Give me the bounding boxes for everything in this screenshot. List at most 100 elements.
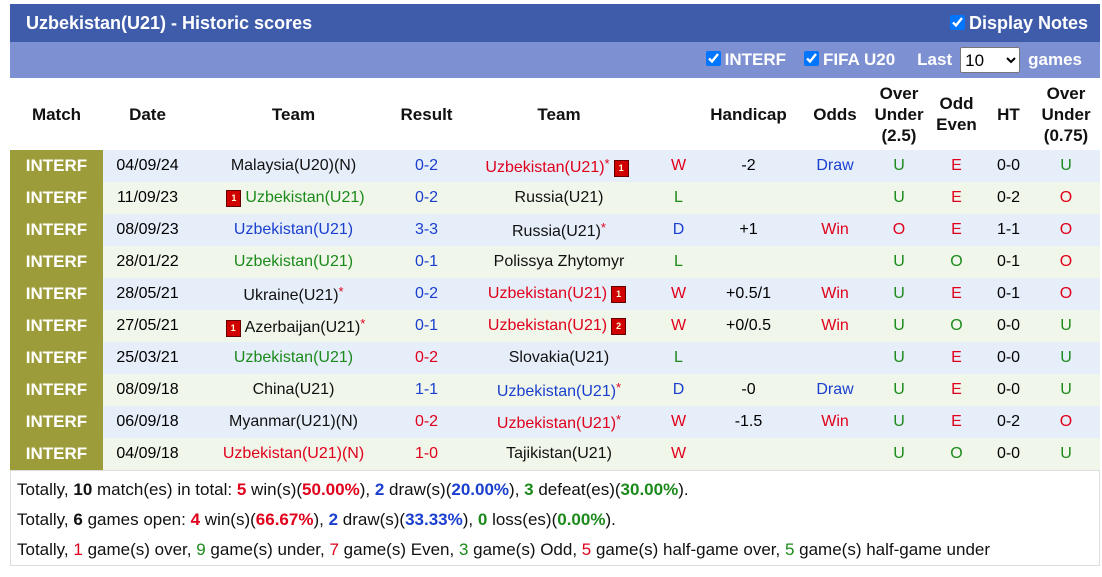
home-team-cell: Uzbekistan(U21)(N) (192, 438, 395, 470)
interf-filter[interactable]: INTERF (705, 50, 787, 70)
match-type: INTERF (10, 406, 103, 438)
result: 0-1 (414, 317, 439, 334)
handicap: +1 (739, 221, 758, 238)
match-type: INTERF (10, 310, 103, 342)
match-row: INTERF 25/03/21 Uzbekistan(U21) 0-2 Slovakia… (10, 342, 1100, 374)
interf-checkbox[interactable] (705, 51, 721, 66)
home-team: Myanmar(U21)(N) (229, 413, 358, 430)
odd-even: O (950, 317, 963, 334)
match-row: INTERF 04/09/18 Uzbekistan(U21)(N) 1-0 Tajik… (10, 438, 1100, 470)
over-under-075: U (1060, 349, 1072, 366)
date: 06/09/18 (116, 413, 179, 430)
away-team-cell: Uzbekistan(U21)* (458, 374, 660, 406)
date: 27/05/21 (116, 317, 179, 334)
away-team: Polissya Zhytomyr (493, 253, 625, 270)
result: 0-1 (414, 253, 439, 270)
fifa-checkbox[interactable] (804, 51, 820, 66)
home-team-cell: Myanmar(U21)(N) (192, 406, 395, 438)
over-under: O (892, 221, 906, 238)
display-notes-label: Display Notes (968, 12, 1088, 33)
summary-line: Totally, 1 game(s) over, 9 game(s) under… (17, 535, 1093, 565)
neutral-star: * (604, 155, 610, 171)
away-team: Uzbekistan(U21) (485, 158, 605, 176)
date: 08/09/23 (116, 221, 179, 238)
neutral-star: * (600, 219, 606, 235)
column-header: Over Under (2.5) (874, 83, 924, 145)
display-notes[interactable]: Display Notes (949, 12, 1088, 34)
summary-text: 0 (477, 510, 488, 529)
outcome: L (674, 349, 683, 366)
games-label: games (1028, 50, 1082, 69)
handicap: -0 (741, 381, 756, 398)
odds: Win (821, 285, 849, 302)
summary-text: 5 (784, 540, 795, 559)
odds: Draw (816, 157, 854, 174)
away-team: Uzbekistan(U21) (487, 285, 608, 302)
summary-text: 2 (328, 510, 339, 529)
summary-text: ), (509, 480, 525, 499)
summary-text: 5 (236, 480, 247, 499)
column-header: Team (271, 104, 316, 124)
summary-text: 6 (73, 510, 83, 529)
away-team-cell: Russia(U21)* (458, 214, 660, 246)
match-type: INTERF (10, 246, 103, 278)
away-team: Uzbekistan(U21) (496, 414, 617, 432)
date: 28/01/22 (116, 253, 179, 270)
odds (800, 438, 870, 470)
summary-text: game(s) under, (205, 540, 330, 559)
outcome: W (670, 445, 687, 462)
result: 0-2 (414, 413, 439, 430)
over-under-075: U (1060, 157, 1072, 174)
summary-text: 20.00% (451, 480, 510, 499)
half-time: 0-1 (996, 253, 1021, 270)
half-time: 0-0 (996, 317, 1021, 334)
half-time: 0-2 (996, 189, 1021, 206)
fifa-filter[interactable]: FIFA U20 (804, 50, 895, 70)
home-team: Azerbaijan(U21) (244, 318, 361, 336)
interf-label: INTERF (724, 50, 787, 69)
odd-even: E (951, 157, 962, 174)
summary-text: games open: (82, 510, 191, 529)
table-body: INTERF 04/09/24 Malaysia(U20)(N) 0-2 Uzbekis… (10, 150, 1100, 470)
match-row: INTERF 28/05/21 Ukraine(U21)* 0-2 Uzbekistan… (10, 278, 1100, 310)
away-team-cell: Polissya Zhytomyr (458, 246, 660, 278)
match-type: INTERF (10, 438, 103, 470)
away-team-cell: Tajikistan(U21) (458, 438, 660, 470)
title-bar: Uzbekistan(U21) - Historic scores Displa… (10, 4, 1100, 42)
column-header: Match (31, 104, 82, 124)
date: 25/03/21 (116, 349, 179, 366)
odd-even: E (951, 221, 962, 238)
match-type: INTERF (10, 182, 103, 214)
summary-text: draw(s)( (338, 510, 406, 529)
half-time: 0-0 (996, 381, 1021, 398)
result: 0-2 (414, 189, 439, 206)
red-card: 1 (613, 159, 629, 177)
neutral-star: * (616, 411, 622, 427)
red-card: 1 (226, 190, 242, 207)
display-notes-checkbox[interactable] (949, 14, 965, 30)
odd-even: O (950, 445, 963, 462)
column-header: Odds (813, 104, 857, 124)
half-time: 1-1 (996, 221, 1021, 238)
over-under: U (893, 381, 905, 398)
summary-text: ), (313, 510, 329, 529)
odd-even: E (951, 349, 962, 366)
away-team-cell: Uzbekistan(U21) 1 (458, 278, 660, 310)
summary-text: 5 (581, 540, 592, 559)
games-select[interactable]: 10 (960, 47, 1021, 73)
home-team-cell: Uzbekistan(U21) (192, 342, 395, 374)
away-team: Uzbekistan(U21) (496, 382, 617, 400)
red-card: 2 (611, 318, 627, 335)
result: 1-0 (414, 445, 439, 462)
odds: Win (821, 413, 849, 430)
match-row: INTERF 08/09/18 China(U21) 1-1 Uzbekistan(U2… (10, 374, 1100, 406)
result: 1-1 (414, 381, 439, 398)
neutral-star: * (338, 283, 344, 299)
column-header (660, 78, 697, 150)
summary-text: game(s) half-game under (794, 540, 991, 559)
summary-text: 10 (73, 480, 93, 499)
handicap: +0.5/1 (726, 285, 771, 302)
over-under: U (893, 445, 905, 462)
summary-text: 30.00% (620, 480, 679, 499)
handicap: +0/0.5 (726, 317, 771, 334)
